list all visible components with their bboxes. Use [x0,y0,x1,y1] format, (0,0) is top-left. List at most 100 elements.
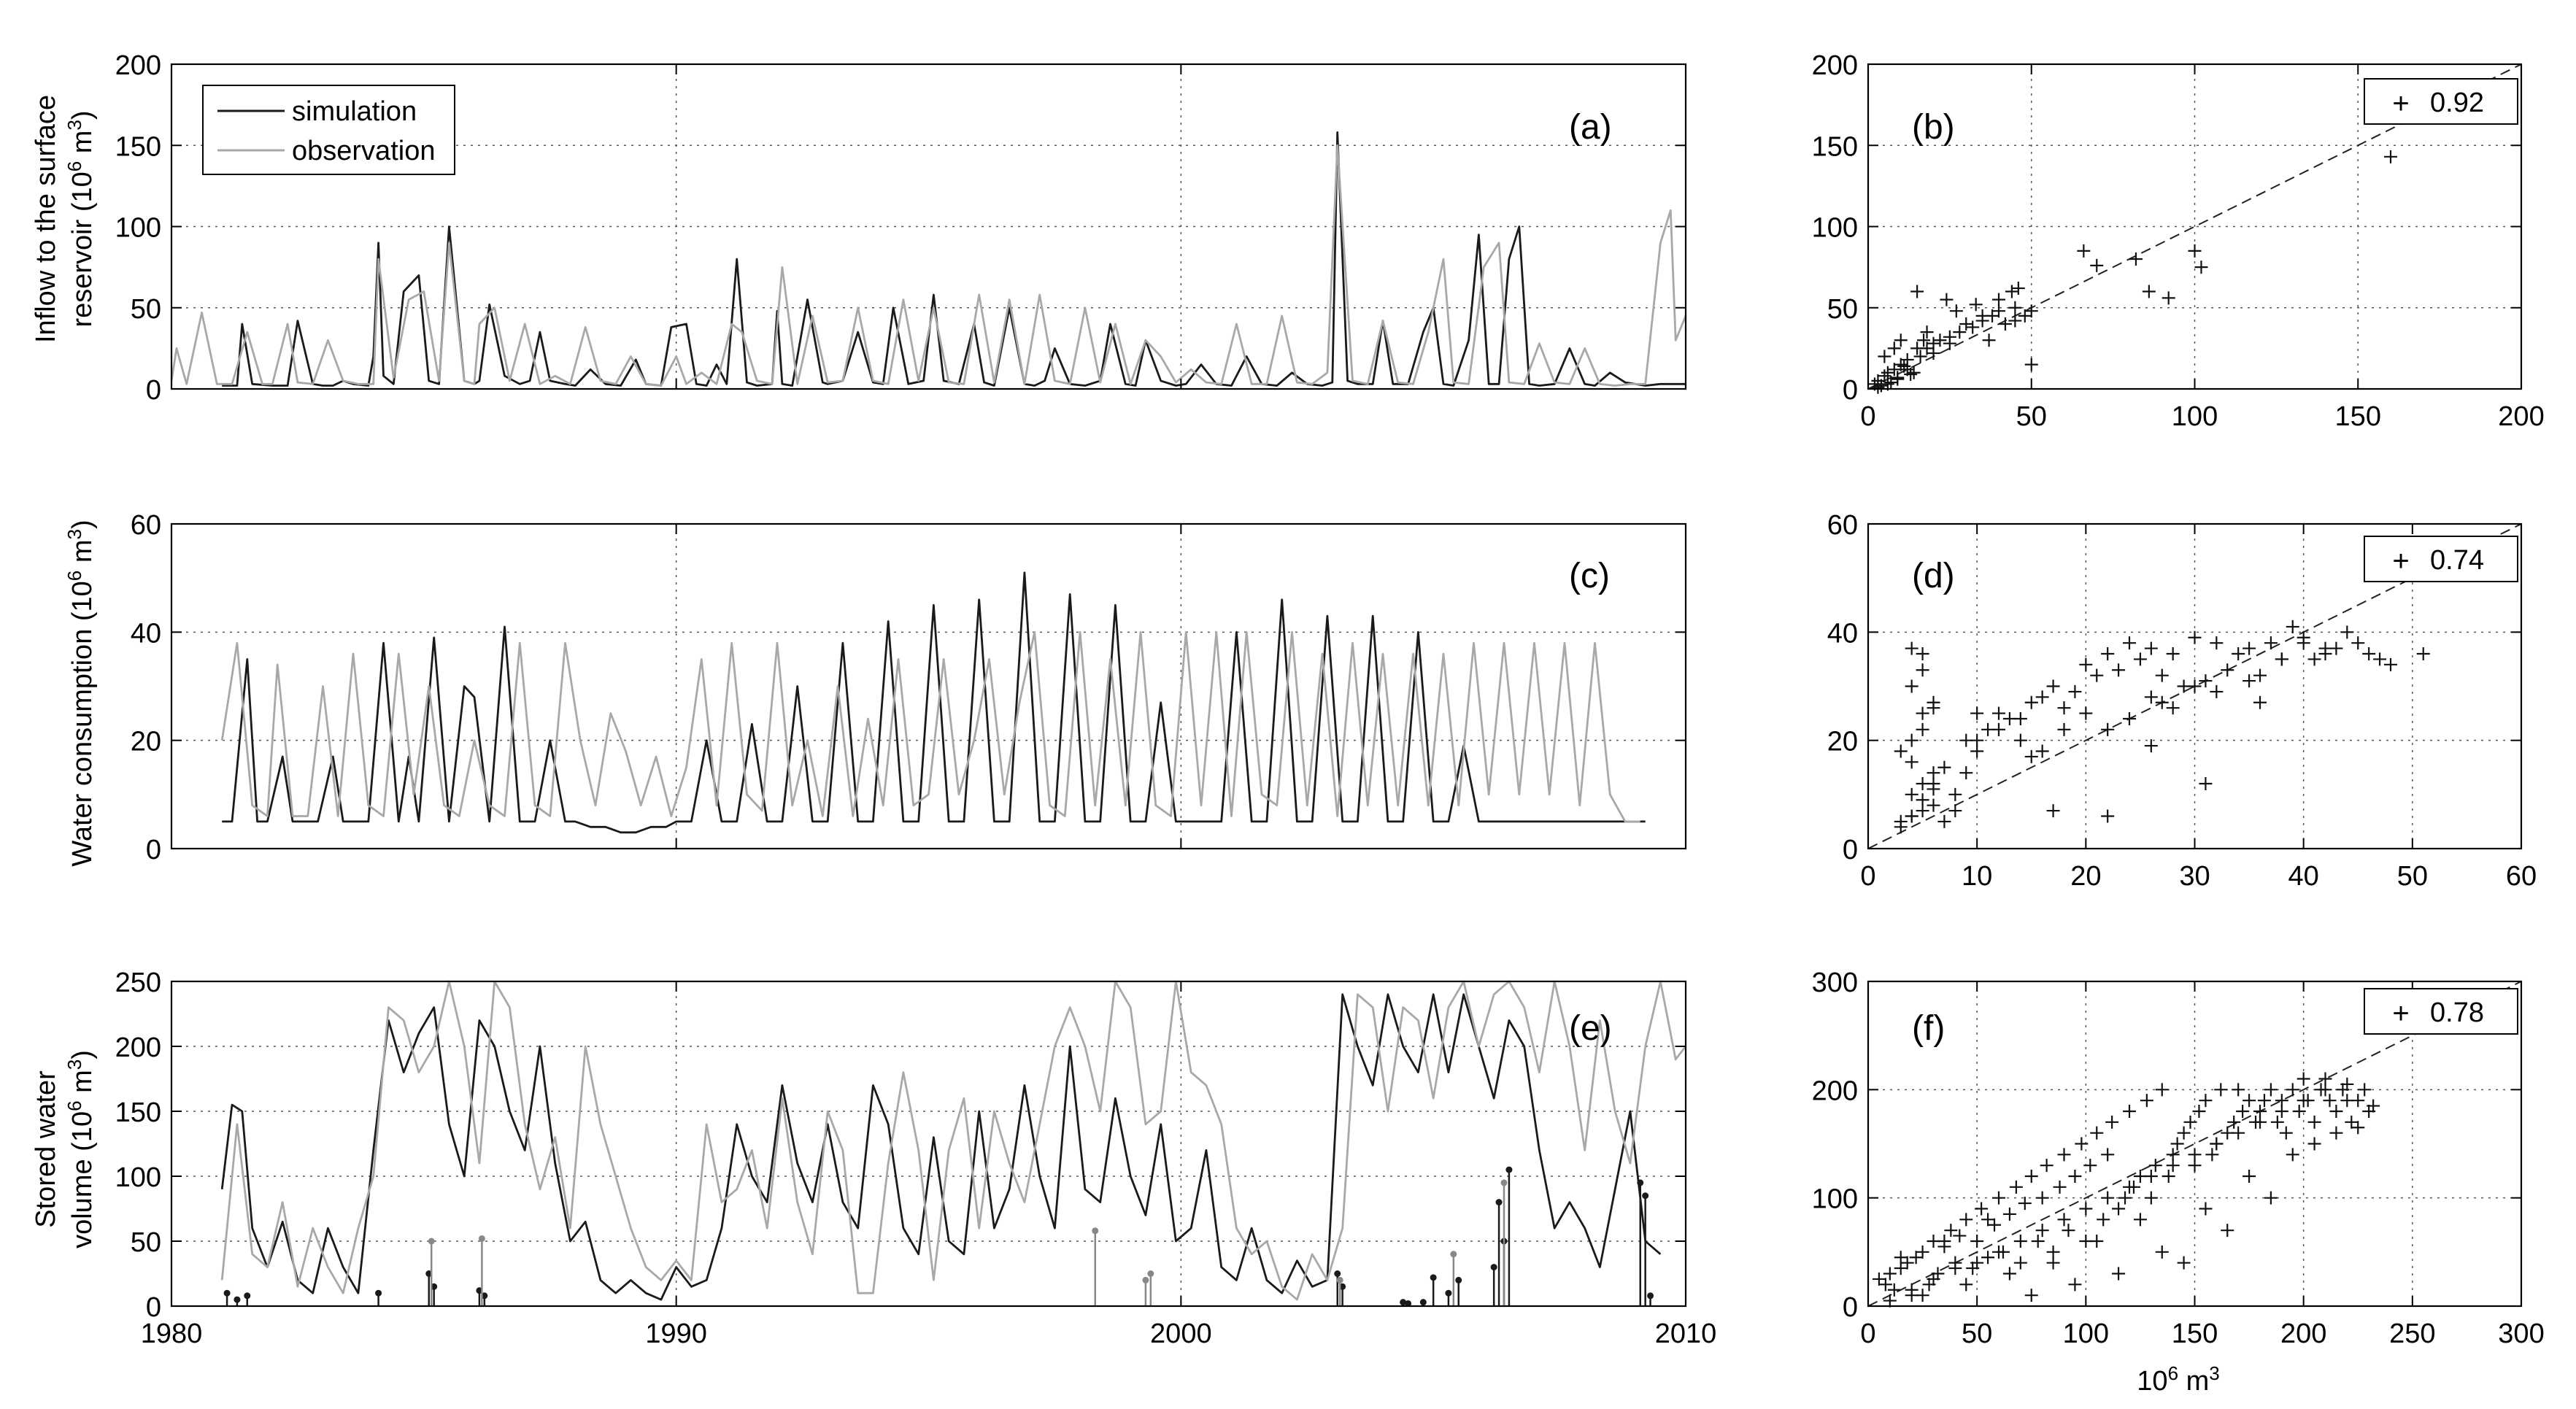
scatter-point-f [2253,1115,2267,1129]
scatter-point-d [1905,755,1918,769]
legend-entry-d: 0.74 [2430,545,2484,576]
scatter-point-f [2097,1213,2110,1227]
ytick-label-d: 0 [1843,835,1858,865]
scatter-point-b [1975,309,1989,323]
xtick-label-b: 200 [2498,401,2544,432]
scatter-point-d [2188,630,2202,644]
stem-marker-e [234,1296,241,1303]
scatter-point-b [2008,301,2022,314]
scatter-point-d [2144,641,2158,655]
scatter-point-b [2005,285,2018,298]
scatter-point-f [2013,1235,2027,1248]
axes-frame-c [170,522,1687,850]
scatter-point-f [1878,1278,1892,1292]
scatter-point-f [2068,1170,2082,1183]
xtick-label-d: 50 [2397,861,2428,892]
ytick-label-f: 300 [1812,968,1858,998]
scatter-point-f [2221,1224,2234,1238]
scatter-point-f [2057,1148,2071,1162]
scatter-point-f [2040,1159,2054,1173]
scatter-point-d [2362,647,2376,660]
scatter-point-f [2307,1115,2321,1129]
stem-marker-e [1092,1227,1099,1235]
scatter-point-d [2002,712,2016,725]
xlabel-f: 106 m3 [2137,1362,2219,1397]
scatter-point-d [2057,722,2071,736]
scatter-point-f [2270,1115,2284,1129]
ytick-label-c: 0 [146,835,161,865]
scatter-point-d [1992,706,2005,720]
legend-entry-simulation: simulation [292,96,417,127]
plot-area-e: 0 50 100 150 200 250 1980 1990 2000 2010 [115,968,1717,1349]
scatter-point-d [2144,739,2158,753]
panel-label-c: (c) [1569,557,1610,595]
ytick-label-f: 0 [1843,1292,1858,1323]
ytick-label-e: 0 [146,1292,161,1323]
scatter-point-d [1948,804,1962,818]
panel-c: 0 20 40 60 (c) Water consumption (106 m3) [63,510,1687,867]
ytick-label-d: 60 [1827,510,1858,541]
ytick-label-c: 60 [131,510,161,541]
scatter-point-f [1916,1289,1929,1302]
legend-box-d [2364,536,2518,582]
ylabel-a-line2: reservoir (106 m3) [63,110,98,327]
scatter-point-d [2101,809,2115,823]
scatter-point-f [2112,1202,2126,1216]
scatter-point-f [2075,1137,2089,1151]
scatter-point-b [1894,333,1908,347]
scatter-point-d [1959,766,1973,780]
reference-line-f [1867,981,2522,1307]
scatter-point-d [2199,674,2213,688]
scatter-point-f [2148,1159,2162,1173]
scatter-point-f [2286,1083,2299,1097]
scatter-point-d [2155,695,2169,709]
stem-marker-e [223,1289,231,1297]
scatter-point-d [2188,679,2202,693]
stem-marker-e [1405,1300,1412,1307]
scatter-point-f [1944,1224,1958,1238]
stem-marker-e [244,1292,251,1300]
legend-entry-observation: observation [292,136,435,166]
ylabel-e-line2: volume (106 m3) [63,1050,98,1248]
scatter-point-b [1913,350,1927,363]
stem-marker-e [1642,1192,1649,1200]
series-line-observation-a [170,144,1687,387]
scatter-point-f [2018,1197,2032,1211]
scatter-point-d [2155,668,2169,682]
scatter-point-d [2101,722,2115,736]
scatter-point-d [2057,701,2071,715]
scatter-point-d [1970,706,1984,720]
legend-d: + 0.74 [2364,536,2518,582]
scatter-point-d [2123,712,2136,725]
scatter-point-f [2205,1148,2219,1162]
scatter-point-d [2384,657,2397,671]
scatter-point-d [1916,706,1929,720]
scatter-point-d [2013,733,2027,747]
scatter-point-f [1909,1251,1923,1265]
scatter-point-f [2297,1072,2310,1086]
scatter-point-d [2068,684,2082,698]
plot-area-a: 0 50 100 150 200 [115,50,1687,406]
stem-marker-e [1505,1166,1513,1173]
scatter-point-d [1894,820,1908,834]
legend-marker-f: + [2392,997,2409,1030]
scatter-point-f [2264,1083,2278,1097]
scatter-point-f [2286,1148,2299,1162]
panel-a: 0 50 100 150 200 (a) Inflow to the surface r… [31,50,1687,406]
stem-marker-e [1495,1199,1503,1206]
xtick-label-b: 50 [2016,401,2047,432]
panel-label-b: (b) [1912,108,1955,147]
ytick-label-d: 40 [1827,618,1858,649]
stem-marker-e [1400,1299,1407,1306]
xtick-label-f: 150 [2172,1319,2218,1349]
scatter-point-f [2002,1207,2016,1221]
legend-marker-b: + [2392,88,2409,120]
xtick-label-b: 150 [2335,401,2381,432]
scatter-point-f [2199,1202,2213,1216]
scatter-point-f [1981,1251,1995,1265]
scatter-point-d [2318,641,2332,655]
scatter-point-b [2077,244,2091,258]
scatter-point-d [2166,701,2180,715]
scatter-point-f [2046,1256,2060,1270]
